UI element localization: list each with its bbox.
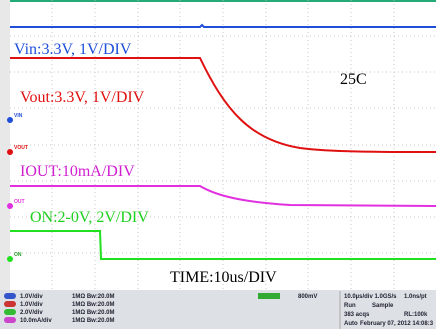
status: 383 acqs: [344, 312, 370, 318]
ch-scale: 10.0mA/div: [20, 318, 52, 324]
status: February 07, 2012 14:08:3: [360, 321, 434, 327]
marker-label: VOUT: [14, 145, 28, 151]
left-strip: [0, 0, 10, 290]
status: Sample: [372, 303, 394, 309]
ch-input: 1MΩ Bw:20.0M: [72, 294, 115, 300]
grid: [10, 0, 436, 290]
on-trace: [10, 230, 436, 260]
marker-label: OUT: [14, 199, 25, 205]
ch-input: 1MΩ Bw:20.0M: [72, 310, 115, 316]
trigger-level: 800mV: [298, 294, 317, 300]
temperature: 25C: [340, 71, 367, 88]
ch-scale: 2.0V/div: [20, 310, 43, 316]
status: Run: [344, 303, 356, 309]
trigger-badge: [258, 293, 280, 299]
vin-label: Vin:3.3V, 1V/DIV: [14, 41, 132, 58]
ch-scale: 1.0V/div: [20, 294, 43, 300]
ch-badge: [4, 293, 16, 299]
vout-trace: [10, 57, 436, 153]
iout-trace: [10, 185, 436, 207]
status: 1.0ns/pt: [404, 294, 427, 300]
ch-badge: [4, 301, 16, 307]
iout-label: IOUT:10mA/DIV: [20, 163, 135, 180]
ch-input: 1MΩ Bw:20.0M: [72, 302, 115, 308]
timebase: TIME:10us/DIV: [170, 269, 277, 286]
on-marker: [7, 256, 13, 262]
ch-badge: [4, 309, 16, 315]
vout-label: Vout:3.3V, 1V/DIV: [20, 89, 145, 106]
ch-scale: 1.0V/div: [20, 302, 43, 308]
out-marker: [7, 203, 13, 209]
on-label: ON:2-0V, 2V/DIV: [30, 209, 149, 226]
status: Auto: [344, 321, 358, 327]
info-panel: [0, 290, 436, 329]
marker-label: ON: [14, 252, 22, 258]
vin-marker: [7, 117, 13, 123]
vout-marker: [7, 149, 13, 155]
marker-label: VIN: [14, 113, 23, 119]
status: RL:100k: [404, 312, 428, 318]
vin-trace: [10, 23, 436, 28]
ch-badge: [4, 317, 16, 323]
ch-input: 1MΩ Bw:20.0M: [72, 318, 115, 324]
status: 10.0µs/div 1.0GS/s: [344, 294, 397, 300]
